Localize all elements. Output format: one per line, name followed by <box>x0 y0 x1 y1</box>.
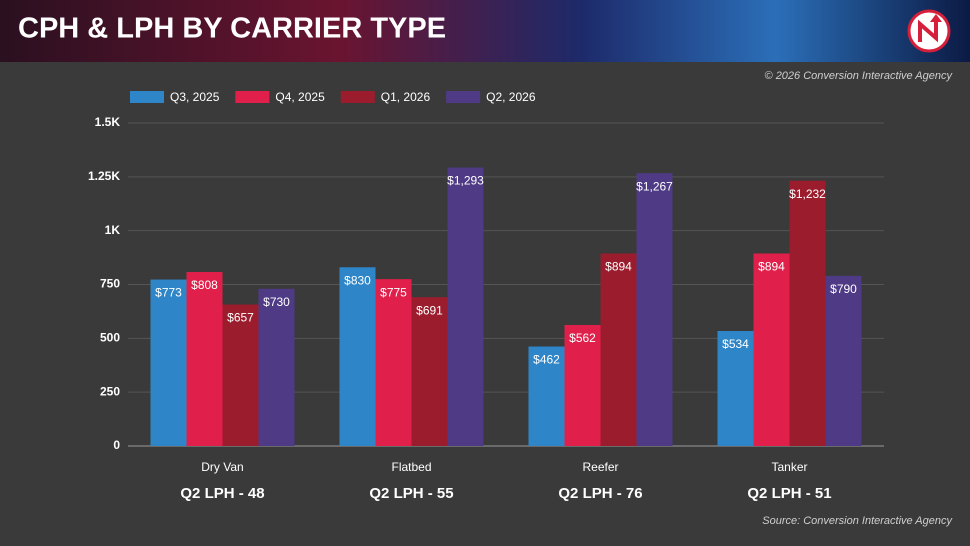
value-label: $462 <box>533 353 560 367</box>
y-tick-label: 750 <box>100 277 120 291</box>
value-label: $691 <box>416 303 443 317</box>
bar <box>600 253 637 446</box>
logo <box>907 9 951 53</box>
chart-title: CPH & LPH BY CARRIER TYPE <box>18 13 446 45</box>
y-tick-label: 1.5K <box>95 115 121 129</box>
bar <box>825 275 862 446</box>
legend-swatch <box>340 91 375 103</box>
y-tick-label: 250 <box>100 384 120 398</box>
y-tick-label: 1K <box>105 223 121 237</box>
bar <box>258 288 295 446</box>
y-tick-label: 1.25K <box>88 169 120 183</box>
bar <box>339 267 376 446</box>
bar <box>375 279 412 446</box>
legend-label: Q4, 2025 <box>275 90 325 104</box>
value-label: $830 <box>344 273 371 287</box>
value-label: $534 <box>722 337 749 351</box>
legend-swatch <box>130 91 164 103</box>
bar <box>753 253 790 446</box>
bar <box>717 331 754 446</box>
legend-label: Q2, 2026 <box>486 90 536 104</box>
value-label: $775 <box>380 285 407 299</box>
value-label: $773 <box>155 286 182 300</box>
legend-label: Q3, 2025 <box>170 90 220 104</box>
x-tick-label: Tanker <box>771 460 807 474</box>
value-label: $657 <box>227 311 254 325</box>
bar <box>789 180 826 446</box>
value-label: $730 <box>263 295 290 309</box>
y-tick-label: 500 <box>100 331 120 345</box>
category-note: Q2 LPH - 48 <box>180 485 264 502</box>
bar <box>150 279 187 446</box>
copyright: © 2026 Conversion Interactive Agency <box>765 70 954 82</box>
bar <box>564 324 601 446</box>
x-tick-label: Dry Van <box>201 460 243 474</box>
value-label: $562 <box>569 331 596 345</box>
value-label: $1,267 <box>636 179 673 193</box>
category-note: Q2 LPH - 55 <box>369 485 453 502</box>
bar <box>528 346 565 446</box>
x-tick-label: Reefer <box>582 460 618 474</box>
bar <box>636 173 673 446</box>
header-banner <box>0 0 970 62</box>
category-note: Q2 LPH - 51 <box>747 485 831 502</box>
legend-swatch <box>235 91 270 103</box>
bar <box>447 167 484 446</box>
category-note: Q2 LPH - 76 <box>558 485 642 502</box>
source: Source: Conversion Interactive Agency <box>762 515 953 527</box>
value-label: $808 <box>191 278 218 292</box>
value-label: $894 <box>605 260 632 274</box>
value-label: $790 <box>830 282 857 296</box>
value-label: $1,293 <box>447 174 484 188</box>
y-tick-label: 0 <box>113 438 120 452</box>
legend-swatch <box>446 91 481 103</box>
bar <box>186 272 223 446</box>
value-label: $1,232 <box>789 187 826 201</box>
bar <box>222 304 259 446</box>
legend-label: Q1, 2026 <box>381 90 431 104</box>
bar <box>411 297 448 446</box>
x-tick-label: Flatbed <box>391 460 431 474</box>
value-label: $894 <box>758 260 785 274</box>
